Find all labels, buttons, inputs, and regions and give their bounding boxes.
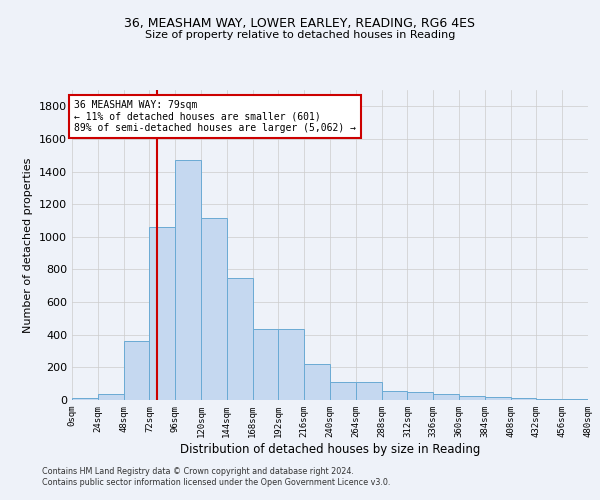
Bar xyxy=(562,399,588,400)
Bar xyxy=(227,278,253,400)
Bar xyxy=(304,364,330,400)
Bar xyxy=(536,399,562,400)
Bar xyxy=(459,396,485,400)
Y-axis label: Number of detached properties: Number of detached properties xyxy=(23,158,34,332)
X-axis label: Distribution of detached houses by size in Reading: Distribution of detached houses by size … xyxy=(180,442,480,456)
Bar xyxy=(149,227,175,400)
Bar xyxy=(382,391,407,400)
Bar xyxy=(407,392,433,400)
Text: Contains HM Land Registry data © Crown copyright and database right 2024.: Contains HM Land Registry data © Crown c… xyxy=(42,467,354,476)
Bar xyxy=(356,382,382,400)
Bar xyxy=(124,342,149,400)
Bar xyxy=(72,398,98,400)
Text: Contains public sector information licensed under the Open Government Licence v3: Contains public sector information licen… xyxy=(42,478,391,487)
Bar xyxy=(175,160,201,400)
Bar xyxy=(485,396,511,400)
Text: Size of property relative to detached houses in Reading: Size of property relative to detached ho… xyxy=(145,30,455,40)
Bar xyxy=(201,218,227,400)
Bar xyxy=(278,329,304,400)
Text: 36, MEASHAM WAY, LOWER EARLEY, READING, RG6 4ES: 36, MEASHAM WAY, LOWER EARLEY, READING, … xyxy=(125,18,476,30)
Bar xyxy=(511,398,536,400)
Bar xyxy=(98,394,124,400)
Text: 36 MEASHAM WAY: 79sqm
← 11% of detached houses are smaller (601)
89% of semi-det: 36 MEASHAM WAY: 79sqm ← 11% of detached … xyxy=(74,100,356,133)
Bar xyxy=(253,329,278,400)
Bar xyxy=(433,394,459,400)
Bar xyxy=(330,382,356,400)
